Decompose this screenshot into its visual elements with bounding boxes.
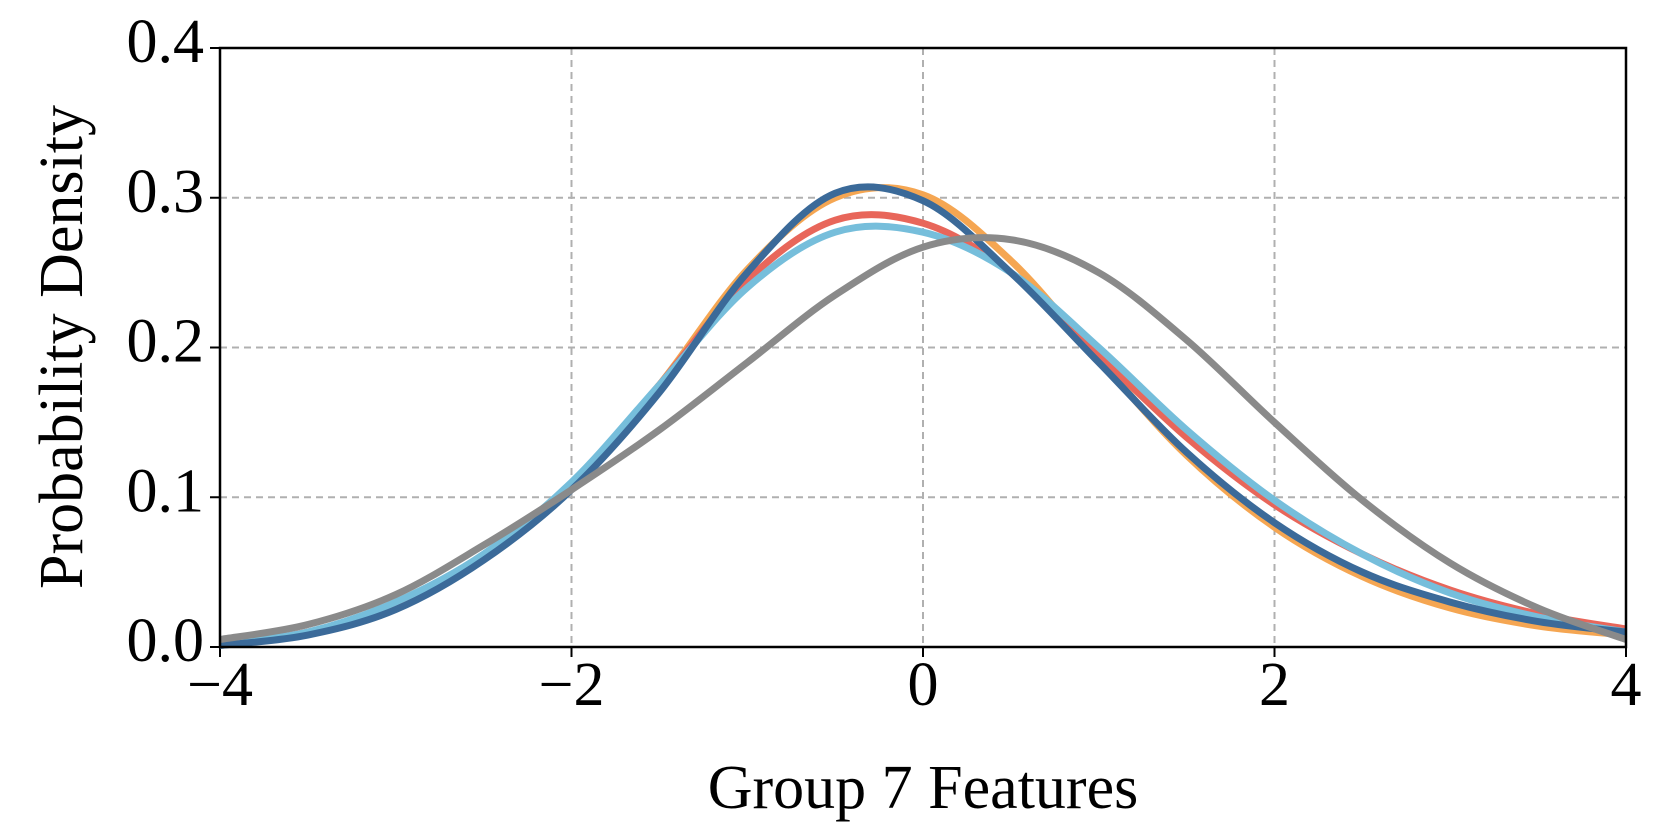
plot-frame xyxy=(218,46,1628,649)
x-tick-label: −4 xyxy=(187,651,253,719)
density-line xyxy=(219,183,1627,649)
x-tick-label: 0 xyxy=(908,651,939,719)
density-line xyxy=(219,234,1628,643)
y-tick-label: 0.2 xyxy=(127,308,205,376)
y-tick-label: 0.1 xyxy=(127,457,205,525)
x-axis-label: Group 7 Features xyxy=(708,754,1138,822)
y-tick-label: 0.4 xyxy=(127,8,205,76)
x-tick-label: −2 xyxy=(539,651,605,719)
x-tick-label: 4 xyxy=(1611,651,1642,719)
x-tick-label: 2 xyxy=(1259,651,1290,719)
y-tick-label: 0.3 xyxy=(127,158,205,226)
density-line xyxy=(219,222,1627,648)
y-axis-label: Probability Density xyxy=(28,105,96,589)
y-tick-label: 0.0 xyxy=(127,607,205,675)
